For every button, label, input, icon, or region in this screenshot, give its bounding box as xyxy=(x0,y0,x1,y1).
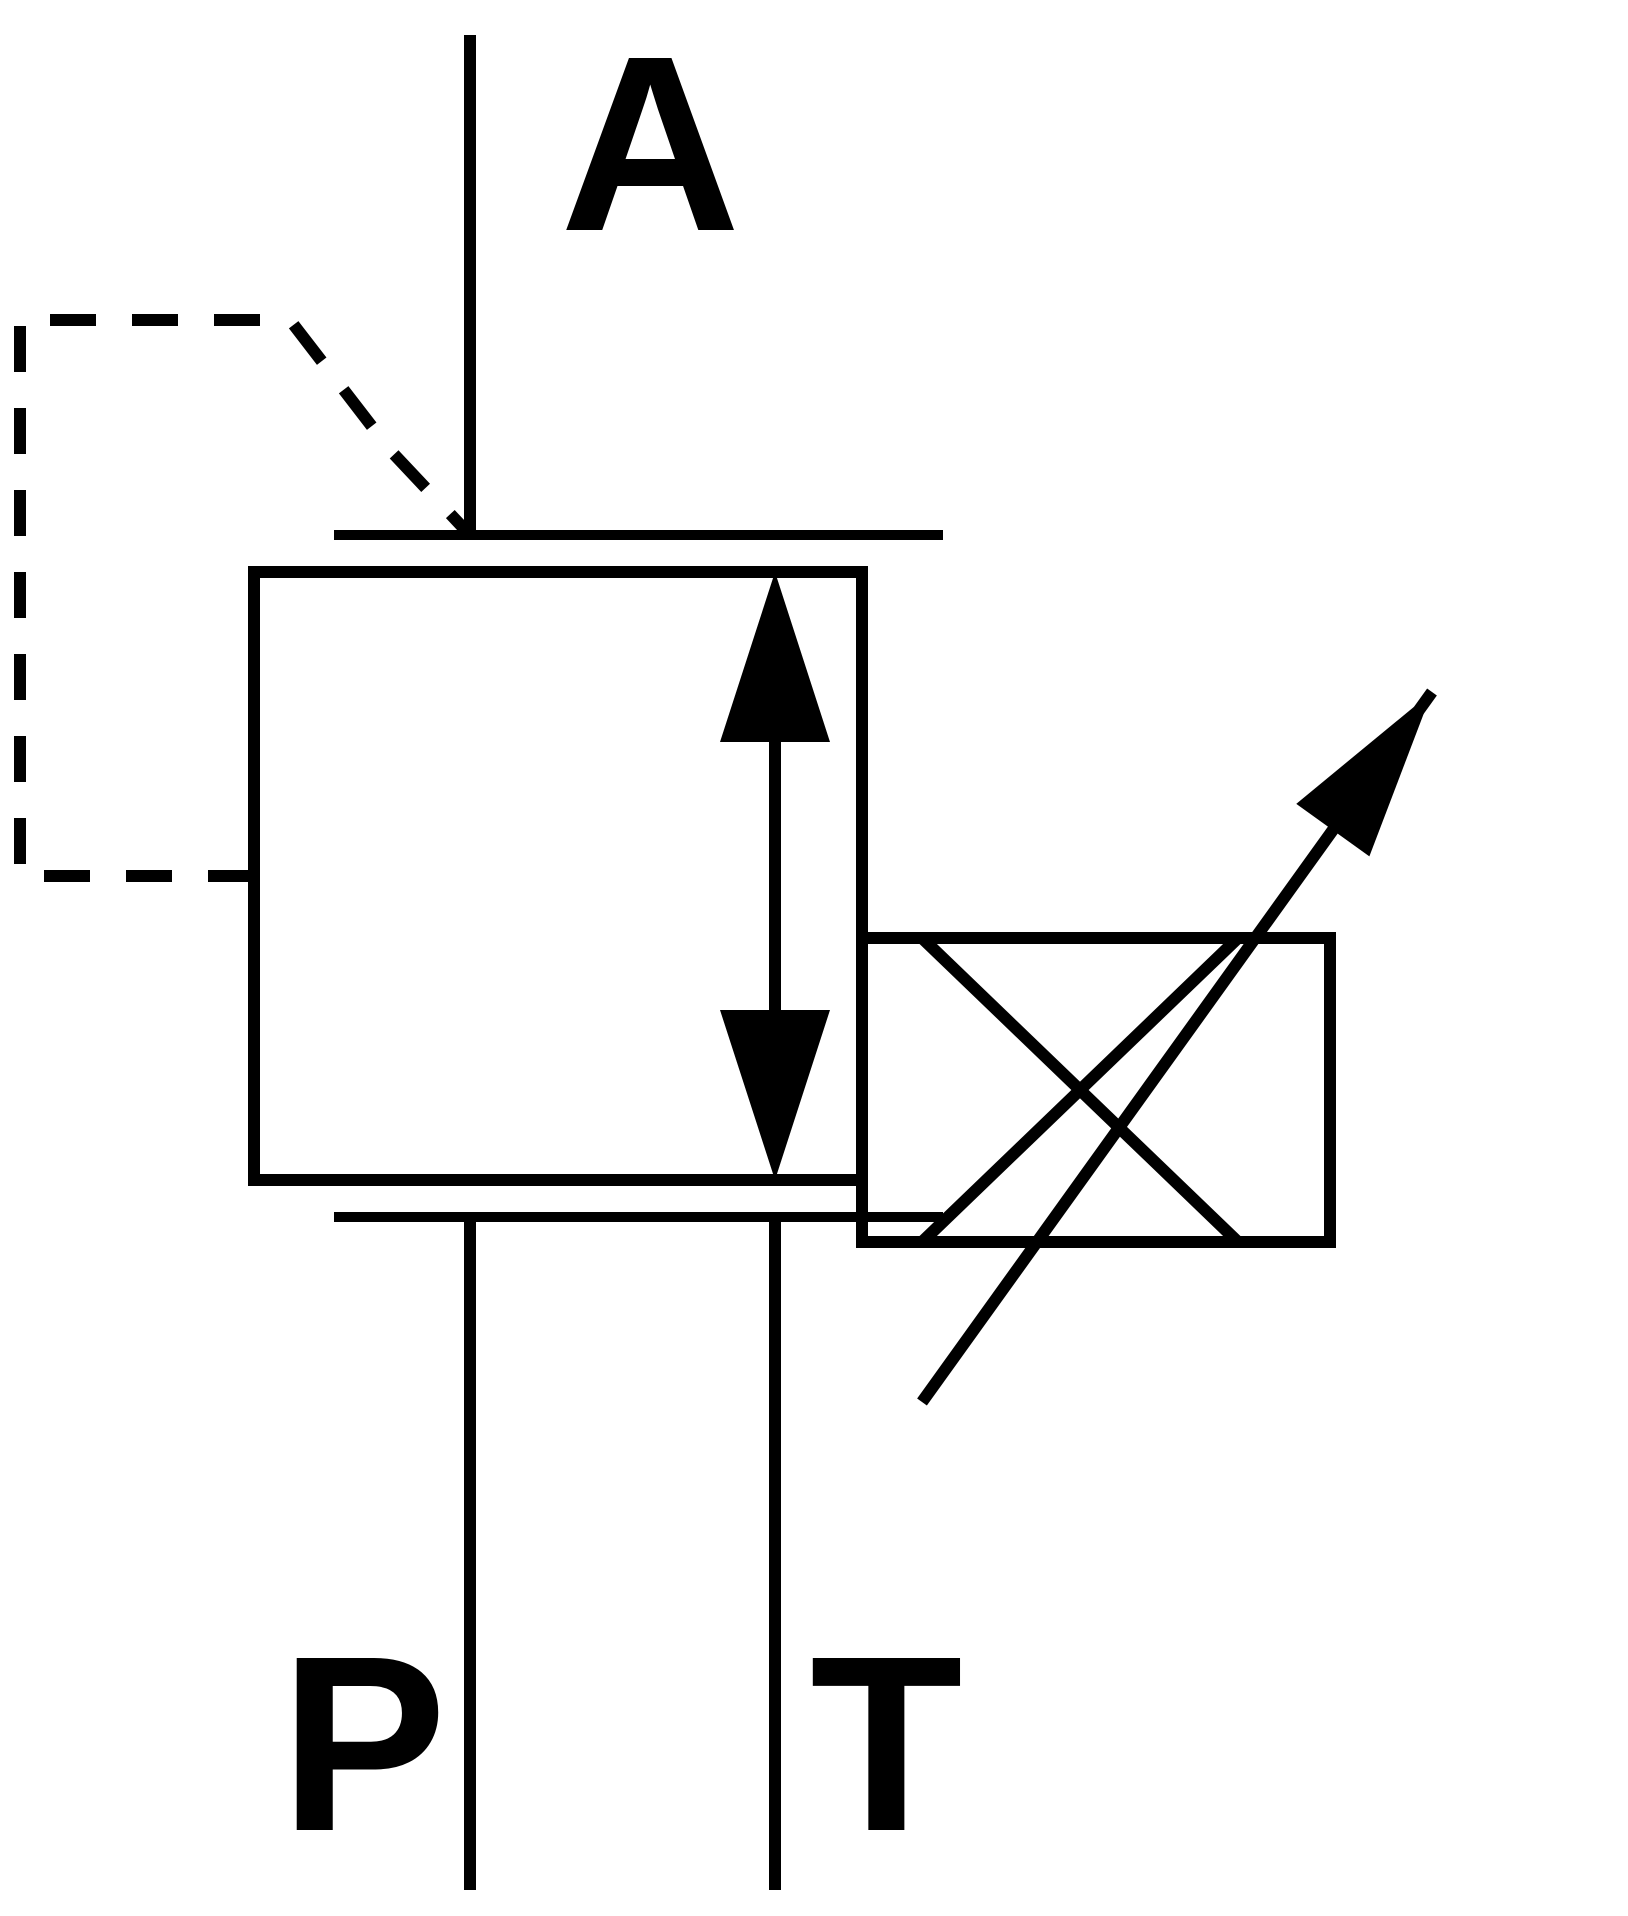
port-p-label: P xyxy=(280,1604,447,1883)
port-a-label: A xyxy=(560,4,741,283)
hydraulic-valve-diagram: A P T xyxy=(0,0,1628,1916)
spring-box xyxy=(862,938,1330,1242)
adjustable-arrow xyxy=(922,692,1432,1402)
double-arrow xyxy=(720,572,830,1180)
pilot-line xyxy=(20,320,470,876)
port-t-label: T xyxy=(810,1604,963,1883)
